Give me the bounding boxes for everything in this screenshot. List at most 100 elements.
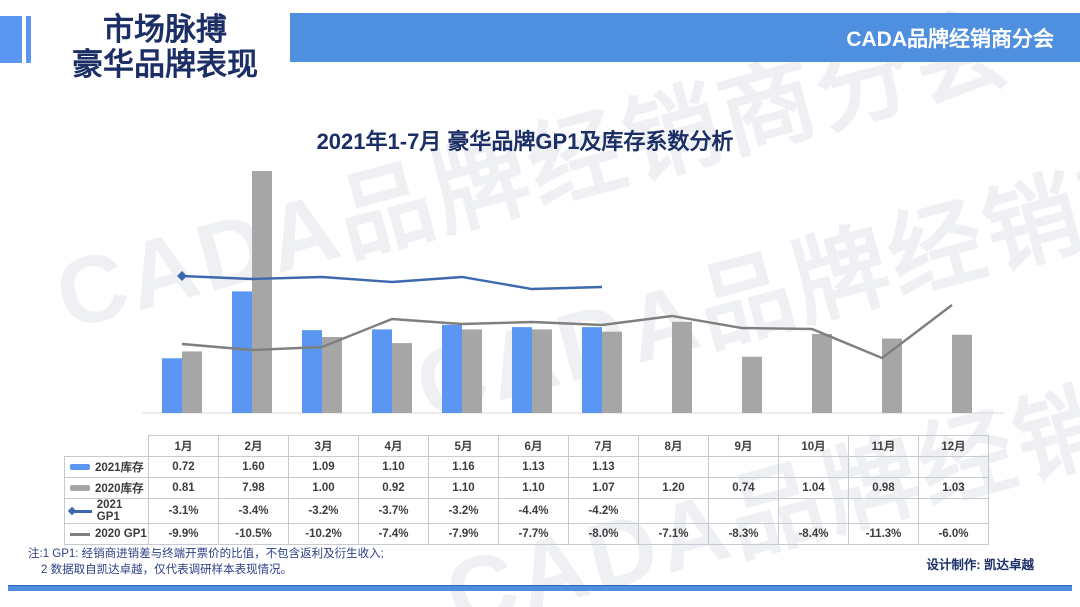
bar-2021库存-2月	[232, 291, 252, 413]
month-header: 12月	[918, 435, 989, 457]
value-cell	[638, 456, 709, 478]
header-accent-square	[0, 16, 22, 63]
slide-title-line1: 市场脉搏	[103, 12, 227, 47]
value-cell: -3.4%	[218, 498, 289, 524]
value-cell: -3.7%	[358, 498, 429, 524]
series-label: 2021 GP1	[96, 499, 123, 523]
value-cell: 1.10	[358, 456, 429, 478]
value-cell: -4.4%	[498, 498, 569, 524]
month-header: 3月	[288, 435, 359, 457]
value-cell: 1.20	[638, 477, 709, 499]
month-header: 5月	[428, 435, 499, 457]
value-cell: -8.0%	[568, 523, 639, 545]
value-cell: 1.16	[428, 456, 499, 478]
legend-bar-swatch-icon	[70, 464, 90, 470]
value-cell	[848, 498, 919, 524]
value-cell: 1.60	[218, 456, 289, 478]
org-banner: CADA品牌经销商分会	[290, 13, 1080, 62]
value-cell: 1.09	[288, 456, 359, 478]
table-corner-cell	[64, 435, 149, 457]
month-header: 10月	[778, 435, 849, 457]
value-cell: -3.2%	[428, 498, 499, 524]
value-cell: -7.1%	[638, 523, 709, 545]
series-legend-cell: 2020库存	[64, 477, 149, 499]
value-cell	[778, 498, 849, 524]
value-cell: 1.00	[288, 477, 359, 499]
bar-2020库存-6月	[532, 329, 552, 413]
bottom-rule	[8, 585, 1072, 591]
bar-2020库存-1月	[182, 351, 202, 413]
month-header: 4月	[358, 435, 429, 457]
value-cell: -3.2%	[288, 498, 359, 524]
value-cell: -10.5%	[218, 523, 289, 545]
table-row: 2021 GP1 -3.1% -3.4% -3.2% -3.7% -3.2% -4.4% -4…	[64, 498, 989, 524]
chart-title: 2021年1-7月 豪华品牌GP1及库存系数分析	[316, 129, 734, 154]
value-cell: -6.0%	[918, 523, 989, 545]
value-cell: 1.07	[568, 477, 639, 499]
footnote-2: 2 数据取自凯达卓越，仅代表调研样本表现情况。	[41, 564, 293, 576]
value-cell: -9.9%	[148, 523, 219, 545]
month-header: 8月	[638, 435, 709, 457]
month-header: 1月	[148, 435, 219, 457]
credit-label: 设计制作: 凯达卓越	[926, 558, 1034, 572]
bar-2021库存-6月	[512, 327, 532, 413]
value-cell: 1.04	[778, 477, 849, 499]
bar-2020库存-5月	[462, 329, 482, 413]
legend-line-marker-swatch-icon	[67, 506, 92, 516]
value-cell	[708, 456, 779, 478]
value-cell	[708, 498, 779, 524]
value-cell	[918, 498, 989, 524]
value-cell	[638, 498, 709, 524]
bar-2020库存-2月	[252, 171, 272, 413]
table-row: 2021库存 0.72 1.60 1.09 1.10 1.16 1.13 1.13	[64, 456, 989, 478]
bar-2021库存-3月	[302, 330, 322, 413]
value-cell: -3.1%	[148, 498, 219, 524]
month-header: 7月	[568, 435, 639, 457]
legend-line-swatch-icon	[70, 532, 90, 536]
month-header: 6月	[498, 435, 569, 457]
series-label: 2021库存	[95, 462, 144, 474]
bar-2020库存-4月	[392, 343, 412, 413]
slide-title: 市场脉搏 豪华品牌表现	[40, 12, 290, 82]
value-cell: 0.81	[148, 477, 219, 499]
bar-2020库存-9月	[742, 356, 762, 413]
bar-2021库存-7月	[582, 327, 602, 413]
bar-2020库存-8月	[672, 321, 692, 413]
table-row: 2020库存 0.81 7.98 1.00 0.92 1.10 1.10 1.07 1.20 0.…	[64, 477, 989, 499]
bar-2020库存-11月	[882, 338, 902, 413]
value-cell: 1.03	[918, 477, 989, 499]
value-cell	[778, 456, 849, 478]
series-label: 2020库存	[95, 483, 144, 495]
series-legend-cell: 2021 GP1	[64, 498, 149, 524]
month-header: 9月	[708, 435, 779, 457]
bar-2020库存-12月	[952, 334, 972, 413]
line-start-marker-icon	[177, 271, 187, 281]
value-cell: -7.9%	[428, 523, 499, 545]
bar-2021库存-5月	[442, 324, 462, 413]
value-cell: 1.13	[498, 456, 569, 478]
table-header-row: 1月 2月 3月 4月 5月 6月 7月 8月 9月 10月 11月 12月	[64, 435, 989, 457]
bar-2021库存-1月	[162, 358, 182, 413]
value-cell: -10.2%	[288, 523, 359, 545]
data-table: 1月 2月 3月 4月 5月 6月 7月 8月 9月 10月 11月 12月 2021库存 0.72 1.6…	[64, 435, 989, 545]
value-cell: -11.3%	[848, 523, 919, 545]
value-cell: 1.10	[498, 477, 569, 499]
bar-2020库存-3月	[322, 337, 342, 413]
legend-bar-swatch-icon	[70, 485, 90, 491]
bar-2020库存-7月	[602, 331, 622, 413]
value-cell: -8.4%	[778, 523, 849, 545]
table-row: 2020 GP1 -9.9% -10.5% -10.2% -7.4% -7.9% -7.7%…	[64, 523, 989, 545]
value-cell: -7.7%	[498, 523, 569, 545]
value-cell: -4.2%	[568, 498, 639, 524]
slide-title-line2: 豪华品牌表现	[72, 47, 258, 82]
value-cell: 0.92	[358, 477, 429, 499]
footnote-1: 注:1 GP1: 经销商进销差与终端开票价的比值，不包含返利及衍生收入;	[28, 548, 384, 560]
value-cell	[918, 456, 989, 478]
series-legend-cell: 2021库存	[64, 456, 149, 478]
value-cell: -7.4%	[358, 523, 429, 545]
footnotes: 注:1 GP1: 经销商进销差与终端开票价的比值，不包含返利及衍生收入; 2 数…	[28, 546, 384, 578]
value-cell: 7.98	[218, 477, 289, 499]
org-banner-label: CADA品牌经销商分会	[846, 27, 1054, 51]
